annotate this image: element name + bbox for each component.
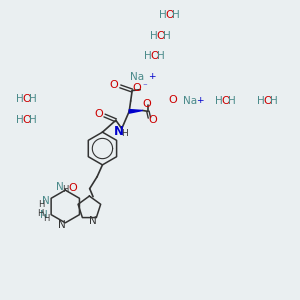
Text: O: O xyxy=(165,10,174,20)
Text: H: H xyxy=(44,214,50,224)
Text: O: O xyxy=(22,94,31,104)
Text: O: O xyxy=(142,99,151,109)
Text: H: H xyxy=(157,51,165,62)
Text: O: O xyxy=(221,96,230,106)
Text: O: O xyxy=(150,51,159,62)
Text: O: O xyxy=(156,31,165,40)
Text: H: H xyxy=(62,185,68,194)
Text: H: H xyxy=(257,96,265,106)
Text: H: H xyxy=(172,10,180,20)
Text: Na: Na xyxy=(130,72,144,82)
Text: N: N xyxy=(41,196,49,206)
Text: H: H xyxy=(150,31,158,40)
Text: H: H xyxy=(16,115,24,125)
Text: N: N xyxy=(58,220,66,230)
Text: N: N xyxy=(89,216,97,226)
Text: H: H xyxy=(229,96,236,106)
Text: N: N xyxy=(40,210,47,220)
Text: O: O xyxy=(263,96,272,106)
Text: O: O xyxy=(168,95,177,105)
Text: H: H xyxy=(270,96,278,106)
Text: Na: Na xyxy=(183,96,197,106)
Polygon shape xyxy=(129,110,142,113)
Text: O: O xyxy=(68,183,77,193)
Text: H: H xyxy=(215,96,223,106)
Text: H: H xyxy=(16,94,24,104)
Text: H: H xyxy=(39,200,45,208)
Text: O: O xyxy=(95,109,103,119)
Text: O: O xyxy=(132,82,141,93)
Text: +: + xyxy=(148,72,155,81)
Text: H: H xyxy=(29,94,37,104)
Text: H: H xyxy=(159,10,167,20)
Text: O: O xyxy=(110,80,118,90)
Text: H: H xyxy=(163,31,171,40)
Text: ⁻: ⁻ xyxy=(142,82,147,91)
Text: O: O xyxy=(22,115,31,125)
Text: H: H xyxy=(144,51,152,62)
Text: H: H xyxy=(121,130,128,139)
Text: N: N xyxy=(114,125,124,138)
Text: N: N xyxy=(56,182,64,192)
Text: H: H xyxy=(37,208,43,217)
Text: O: O xyxy=(148,115,157,125)
Text: +: + xyxy=(196,96,204,105)
Text: H: H xyxy=(29,115,37,125)
